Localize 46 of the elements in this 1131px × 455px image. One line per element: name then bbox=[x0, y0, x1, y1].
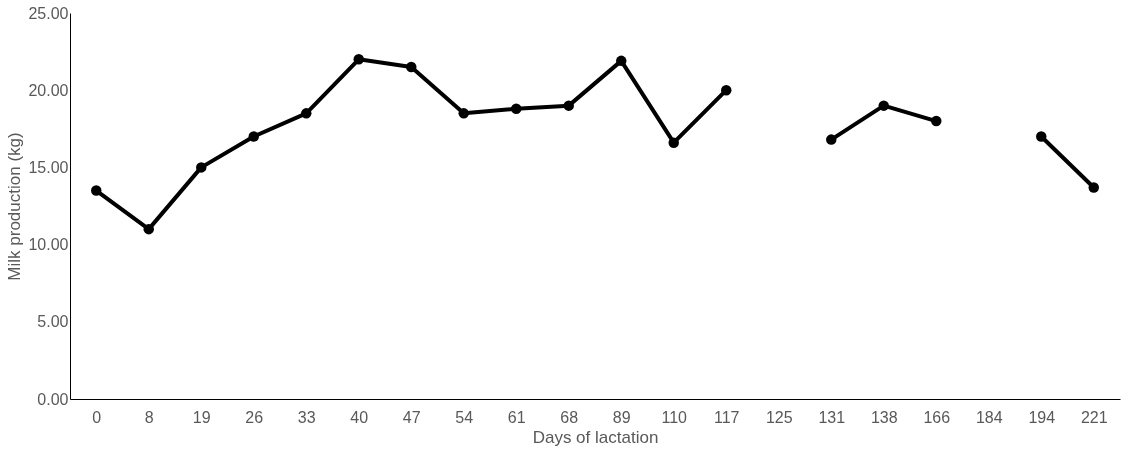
x-tick-label: 61 bbox=[507, 408, 526, 426]
x-tick-label: 40 bbox=[350, 408, 369, 426]
point bbox=[458, 108, 469, 119]
point bbox=[511, 103, 522, 114]
y-tick-label: 15.00 bbox=[28, 158, 69, 176]
x-tick-label: 8 bbox=[144, 408, 154, 426]
point bbox=[826, 134, 837, 145]
x-tick-label: 54 bbox=[455, 408, 474, 426]
y-tick-label: 0.00 bbox=[37, 390, 69, 408]
x-tick-label: 33 bbox=[297, 408, 316, 426]
point bbox=[248, 131, 259, 142]
point bbox=[143, 223, 154, 235]
x-tick-label: 117 bbox=[713, 408, 740, 426]
x-tick-label: 166 bbox=[923, 408, 951, 426]
x-tick-label: 19 bbox=[192, 408, 211, 426]
point bbox=[563, 100, 574, 111]
point bbox=[668, 137, 679, 148]
x-tick-label: 184 bbox=[975, 408, 1003, 426]
y-tick-label: 5.00 bbox=[37, 313, 69, 331]
point bbox=[616, 55, 627, 67]
x-tick-label: 125 bbox=[765, 408, 793, 426]
point bbox=[406, 61, 417, 73]
point bbox=[91, 185, 102, 196]
x-tick-label: 89 bbox=[612, 408, 631, 426]
y-tick-label: 20.00 bbox=[28, 81, 69, 99]
x-tick-label: 194 bbox=[1028, 408, 1056, 426]
x-tick-label: 47 bbox=[402, 408, 421, 426]
point bbox=[878, 100, 889, 111]
point bbox=[721, 84, 732, 96]
point bbox=[301, 108, 312, 119]
x-axis-title: Days of lactation bbox=[532, 427, 659, 447]
x-tick-label: 138 bbox=[870, 408, 898, 426]
point bbox=[1088, 182, 1099, 193]
x-tick-label: 26 bbox=[245, 408, 264, 426]
x-tick-label: 110 bbox=[661, 408, 688, 426]
y-axis-title: Milk production (kg) bbox=[5, 132, 25, 281]
point bbox=[353, 54, 364, 65]
point bbox=[1036, 131, 1047, 142]
x-tick-label: 131 bbox=[818, 408, 846, 426]
y-tick-label: 10.00 bbox=[28, 236, 69, 254]
y-tick-label: 25.00 bbox=[28, 4, 69, 22]
x-tick-label: 221 bbox=[1080, 408, 1108, 426]
point bbox=[196, 162, 207, 173]
point bbox=[931, 115, 942, 127]
x-tick-label: 68 bbox=[560, 408, 579, 426]
x-tick-label: 0 bbox=[92, 408, 102, 426]
